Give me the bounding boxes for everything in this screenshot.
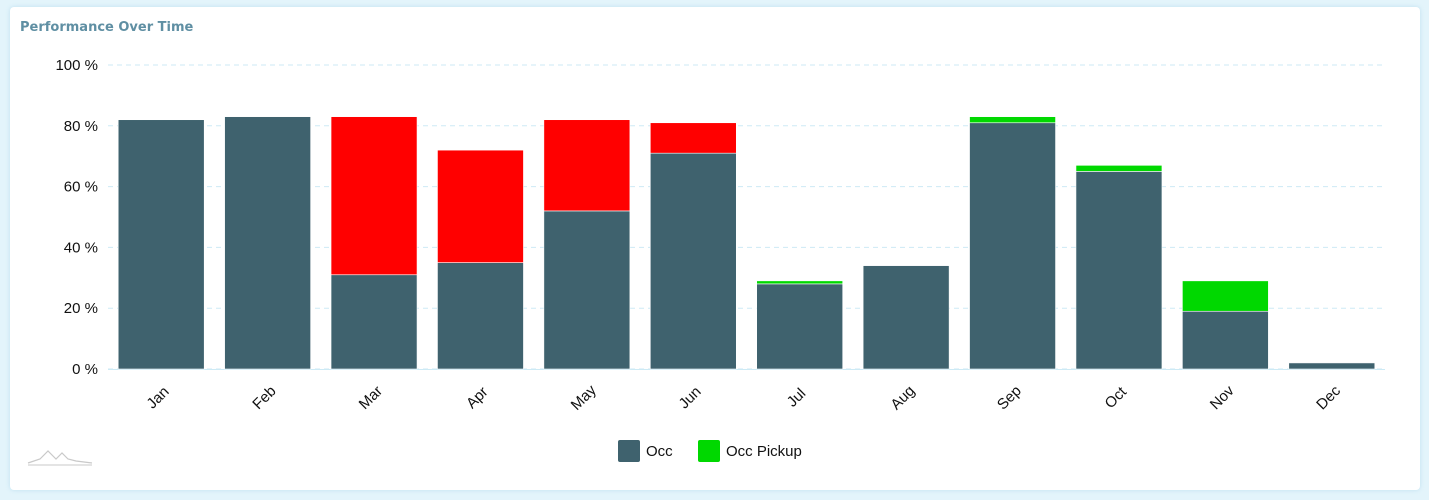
bar-series-2-may[interactable] [543,119,631,212]
bar-occ-mar[interactable] [330,274,418,370]
bar-occ-aug[interactable] [862,265,950,370]
chart-title: Performance Over Time [20,20,194,35]
y-tick-label: 20 % [64,300,98,317]
bar-series-2-apr[interactable] [437,149,524,263]
bar-occ-feb[interactable] [224,116,311,370]
x-tick-label: Dec [1313,382,1344,413]
x-tick-label: Apr [463,384,492,413]
x-tick-label: Feb [249,383,279,413]
x-tick-label: Sep [994,382,1025,413]
y-tick-label: 80 % [64,118,98,135]
x-tick-label: May [568,381,600,413]
x-tick-label: Oct [1102,383,1131,412]
legend-swatch-occ-pickup[interactable] [698,440,720,462]
bar-series-2-jun[interactable] [649,122,737,154]
x-tick-label: Jun [676,383,705,412]
y-tick-label: 40 % [64,239,98,256]
legend-label-occ-pickup[interactable]: Occ Pickup [726,443,802,460]
bars [117,116,1376,370]
x-tick-label: Aug [887,382,918,413]
bar-occ-jul[interactable] [756,283,844,370]
bar-occ-apr[interactable] [437,262,524,370]
bar-occ-sep[interactable] [969,122,1056,370]
y-tick-label: 100 % [55,57,98,74]
bar-occ-pickup-oct[interactable] [1075,165,1163,172]
bar-occ-jan[interactable] [117,119,205,370]
y-tick-label: 60 % [64,179,98,196]
x-tick-label: Jul [784,385,810,411]
bar-occ-oct[interactable] [1075,171,1163,370]
bar-series-2-mar[interactable] [330,116,418,276]
legend[interactable]: Occ Occ Pickup [618,440,802,462]
bar-occ-pickup-sep[interactable] [969,116,1056,124]
bar-occ-dec[interactable] [1288,362,1376,370]
x-tick-label: Jan [143,383,172,412]
legend-label-occ[interactable]: Occ [646,443,673,460]
grid: 0 % 20 % 40 % 60 % 80 % 100 % [55,57,1385,378]
bar-occ-jun[interactable] [649,152,737,370]
bar-occ-may[interactable] [543,210,631,370]
x-tick-label: Mar [356,383,386,413]
x-axis-labels: Jan Feb Mar Apr May Jun Jul Aug Sep Oct Nov Dec [143,381,1344,413]
bar-occ-pickup-nov[interactable] [1182,280,1269,312]
bar-occ-nov[interactable] [1182,310,1269,370]
legend-swatch-occ[interactable] [618,440,640,462]
mountain-logo-icon [27,450,93,466]
bar-occ-pickup-jul[interactable] [756,280,844,285]
x-tick-label: Nov [1207,382,1238,413]
y-tick-label: 0 % [72,361,98,378]
